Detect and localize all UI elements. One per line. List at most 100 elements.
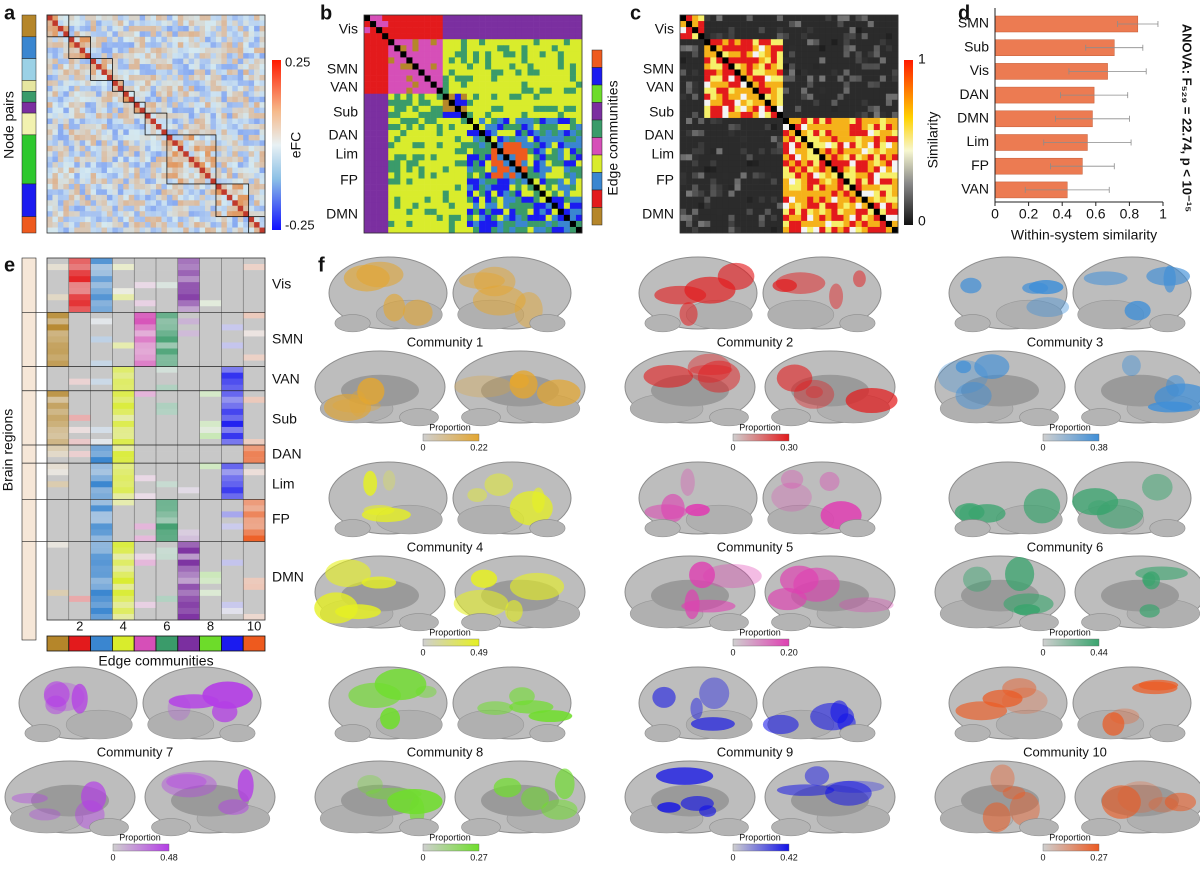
heatmap-cell bbox=[80, 31, 86, 37]
heatmap-cell bbox=[74, 15, 80, 21]
heatmap-cell bbox=[118, 75, 124, 81]
heatmap-cell bbox=[194, 151, 200, 157]
heatmap-cell bbox=[205, 113, 211, 119]
heatmap-cell bbox=[825, 15, 831, 21]
heatmap-cell bbox=[85, 53, 91, 59]
heatmap-cell bbox=[47, 403, 69, 409]
heatmap-cell bbox=[364, 209, 370, 215]
heatmap-cell bbox=[491, 33, 497, 39]
heatmap-cell bbox=[69, 554, 91, 560]
heatmap-cell bbox=[735, 148, 741, 154]
heatmap-cell bbox=[140, 20, 146, 26]
heatmap-cell bbox=[183, 31, 189, 37]
heatmap-cell bbox=[570, 166, 576, 172]
heatmap-cell bbox=[419, 82, 425, 88]
heatmap-cell bbox=[145, 113, 151, 119]
x-tick-label: 0.8 bbox=[1120, 206, 1140, 222]
heatmap-cell bbox=[419, 106, 425, 112]
heatmap-cell bbox=[129, 179, 135, 185]
heatmap-cell bbox=[807, 63, 813, 69]
heatmap-cell bbox=[370, 142, 376, 148]
heatmap-cell bbox=[449, 21, 455, 27]
heatmap-cell bbox=[540, 82, 546, 88]
heatmap-cell bbox=[189, 217, 195, 223]
heatmap-cell bbox=[102, 157, 108, 163]
heatmap-cell bbox=[728, 21, 734, 27]
heatmap-cell bbox=[473, 172, 479, 178]
heatmap-cell bbox=[467, 179, 473, 185]
heatmap-cell bbox=[243, 258, 265, 264]
heatmap-cell bbox=[692, 203, 698, 209]
heatmap-cell bbox=[140, 173, 146, 179]
heatmap-cell bbox=[795, 221, 801, 227]
heatmap-cell bbox=[862, 179, 868, 185]
heatmap-cell bbox=[473, 88, 479, 94]
heatmap-cell bbox=[221, 475, 243, 481]
heatmap-cell bbox=[96, 20, 102, 26]
heatmap-cell bbox=[437, 70, 443, 76]
heatmap-cell bbox=[161, 222, 167, 228]
heatmap-cell bbox=[107, 91, 113, 97]
heatmap-cell bbox=[722, 148, 728, 154]
heatmap-cell bbox=[728, 118, 734, 124]
heatmap-cell bbox=[801, 185, 807, 191]
community-swatch bbox=[592, 173, 602, 191]
heatmap-cell bbox=[437, 172, 443, 178]
heatmap-cell bbox=[710, 76, 716, 82]
heatmap-cell bbox=[455, 209, 461, 215]
heatmap-cell bbox=[801, 76, 807, 82]
heatmap-cell bbox=[167, 222, 173, 228]
heatmap-cell bbox=[211, 86, 217, 92]
heatmap-cell bbox=[205, 162, 211, 168]
heatmap-cell bbox=[123, 168, 129, 174]
heatmap-cell bbox=[771, 227, 777, 233]
heatmap-cell bbox=[238, 124, 244, 130]
heatmap-cell bbox=[886, 160, 892, 166]
heatmap-cell bbox=[801, 39, 807, 45]
heatmap-cell bbox=[771, 154, 777, 160]
heatmap-cell bbox=[216, 70, 222, 76]
heatmap-cell bbox=[364, 100, 370, 106]
heatmap-cell bbox=[485, 166, 491, 172]
heatmap-cell bbox=[112, 48, 118, 54]
heatmap-cell bbox=[156, 542, 178, 548]
heatmap-cell bbox=[52, 124, 58, 130]
heatmap-cell bbox=[178, 499, 200, 505]
heatmap-cell bbox=[461, 185, 467, 191]
heatmap-cell bbox=[431, 76, 437, 82]
heatmap-cell bbox=[801, 160, 807, 166]
heatmap-cell bbox=[189, 91, 195, 97]
heatmap-cell bbox=[156, 86, 162, 92]
heatmap-cell bbox=[765, 33, 771, 39]
heatmap-cell bbox=[728, 27, 734, 33]
heatmap-cell bbox=[765, 70, 771, 76]
heatmap-cell bbox=[753, 57, 759, 63]
heatmap-cell bbox=[370, 33, 376, 39]
heatmap-cell bbox=[52, 206, 58, 212]
heatmap-cell bbox=[145, 119, 151, 125]
heatmap-cell bbox=[735, 166, 741, 172]
heatmap-cell bbox=[74, 119, 80, 125]
heatmap-cell bbox=[151, 113, 157, 119]
heatmap-cell bbox=[69, 211, 75, 217]
heatmap-cell bbox=[216, 113, 222, 119]
heatmap-cell bbox=[69, 129, 75, 135]
heatmap-cell bbox=[243, 499, 265, 505]
heatmap-cell bbox=[449, 100, 455, 106]
heatmap-cell bbox=[47, 37, 53, 43]
heatmap-cell bbox=[364, 39, 370, 45]
heatmap-cell bbox=[455, 27, 461, 33]
heatmap-cell bbox=[467, 21, 473, 27]
heatmap-cell bbox=[825, 51, 831, 57]
heatmap-cell bbox=[260, 15, 266, 21]
heatmap-cell bbox=[156, 511, 178, 517]
heatmap-cell bbox=[850, 76, 856, 82]
heatmap-cell bbox=[178, 542, 200, 548]
heatmap-cell bbox=[753, 203, 759, 209]
heatmap-cell bbox=[704, 203, 710, 209]
heatmap-cell bbox=[686, 154, 692, 160]
heatmap-cell bbox=[467, 185, 473, 191]
heatmap-cell bbox=[461, 172, 467, 178]
heatmap-cell bbox=[431, 136, 437, 142]
heatmap-cell bbox=[771, 118, 777, 124]
